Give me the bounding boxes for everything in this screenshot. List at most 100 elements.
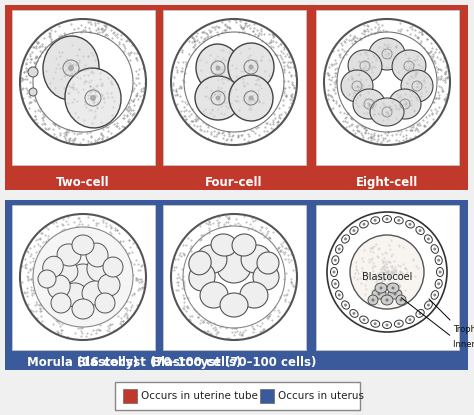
Ellipse shape <box>425 301 432 309</box>
Bar <box>316 205 459 350</box>
Circle shape <box>363 318 365 321</box>
Ellipse shape <box>387 283 399 293</box>
Ellipse shape <box>43 256 63 278</box>
Circle shape <box>353 312 356 315</box>
Ellipse shape <box>369 38 405 70</box>
Circle shape <box>374 322 377 325</box>
Ellipse shape <box>195 76 241 120</box>
Circle shape <box>334 259 337 262</box>
Ellipse shape <box>372 289 386 299</box>
Circle shape <box>397 219 401 222</box>
Bar <box>163 10 306 165</box>
Ellipse shape <box>57 244 81 266</box>
Ellipse shape <box>341 70 373 102</box>
Ellipse shape <box>350 310 358 317</box>
Ellipse shape <box>401 70 433 102</box>
Circle shape <box>248 64 254 69</box>
Bar <box>5 5 468 190</box>
Bar <box>123 389 137 403</box>
Ellipse shape <box>103 257 123 277</box>
Circle shape <box>327 212 447 332</box>
Ellipse shape <box>360 220 368 228</box>
Ellipse shape <box>86 243 108 267</box>
Ellipse shape <box>65 68 121 128</box>
Circle shape <box>372 298 374 302</box>
Circle shape <box>400 298 402 302</box>
Ellipse shape <box>435 279 442 288</box>
Ellipse shape <box>406 316 414 323</box>
Circle shape <box>433 247 436 251</box>
Ellipse shape <box>72 235 94 255</box>
Ellipse shape <box>431 290 438 299</box>
Circle shape <box>377 293 381 295</box>
Ellipse shape <box>332 279 339 288</box>
Circle shape <box>338 247 341 251</box>
Circle shape <box>437 282 440 285</box>
Ellipse shape <box>229 75 273 121</box>
Ellipse shape <box>197 245 227 273</box>
Circle shape <box>68 65 74 71</box>
Circle shape <box>419 229 421 232</box>
Ellipse shape <box>336 290 343 299</box>
Ellipse shape <box>51 293 71 313</box>
Circle shape <box>363 223 365 226</box>
Ellipse shape <box>342 235 349 243</box>
Ellipse shape <box>220 293 248 317</box>
Circle shape <box>374 219 377 222</box>
Ellipse shape <box>332 256 339 265</box>
Bar <box>5 200 468 370</box>
Ellipse shape <box>253 264 279 290</box>
Ellipse shape <box>348 50 382 82</box>
Circle shape <box>385 324 389 327</box>
Ellipse shape <box>228 43 274 91</box>
Ellipse shape <box>87 256 111 282</box>
Circle shape <box>409 223 411 226</box>
Ellipse shape <box>69 264 97 290</box>
Ellipse shape <box>360 316 368 323</box>
Text: Eight-cell: Eight-cell <box>356 176 418 188</box>
Ellipse shape <box>98 274 120 296</box>
Text: Occurs in uterus: Occurs in uterus <box>278 391 364 401</box>
Bar <box>12 10 155 165</box>
Ellipse shape <box>38 270 56 288</box>
Text: Blastocyst (70–100 cells): Blastocyst (70–100 cells) <box>152 356 316 369</box>
Ellipse shape <box>43 36 99 100</box>
Ellipse shape <box>394 320 403 327</box>
Ellipse shape <box>336 245 343 253</box>
Ellipse shape <box>431 245 438 253</box>
Text: Occurs in uterine tube: Occurs in uterine tube <box>141 391 258 401</box>
Ellipse shape <box>371 320 380 327</box>
Circle shape <box>438 271 441 273</box>
Ellipse shape <box>196 44 240 92</box>
Ellipse shape <box>211 234 237 256</box>
Ellipse shape <box>52 259 78 283</box>
Ellipse shape <box>416 310 424 317</box>
Ellipse shape <box>217 251 251 283</box>
Circle shape <box>437 259 440 262</box>
Circle shape <box>332 271 336 273</box>
Text: Trophoblast: Trophoblast <box>453 325 474 334</box>
Circle shape <box>338 293 341 296</box>
Circle shape <box>344 303 347 307</box>
Circle shape <box>385 298 389 302</box>
Circle shape <box>216 95 220 100</box>
Ellipse shape <box>370 98 404 126</box>
Ellipse shape <box>368 295 378 305</box>
Ellipse shape <box>388 289 402 299</box>
Ellipse shape <box>381 295 393 305</box>
Ellipse shape <box>342 301 349 309</box>
Text: Blastocoel: Blastocoel <box>362 272 412 282</box>
Circle shape <box>392 286 394 290</box>
Bar <box>163 205 306 350</box>
Circle shape <box>409 318 411 321</box>
Ellipse shape <box>95 293 115 313</box>
Ellipse shape <box>232 234 256 256</box>
Ellipse shape <box>375 283 387 293</box>
Ellipse shape <box>48 275 70 299</box>
Circle shape <box>90 95 96 101</box>
Ellipse shape <box>82 281 108 305</box>
Circle shape <box>427 303 430 307</box>
Circle shape <box>344 237 347 240</box>
Circle shape <box>29 88 37 96</box>
Ellipse shape <box>240 282 268 308</box>
